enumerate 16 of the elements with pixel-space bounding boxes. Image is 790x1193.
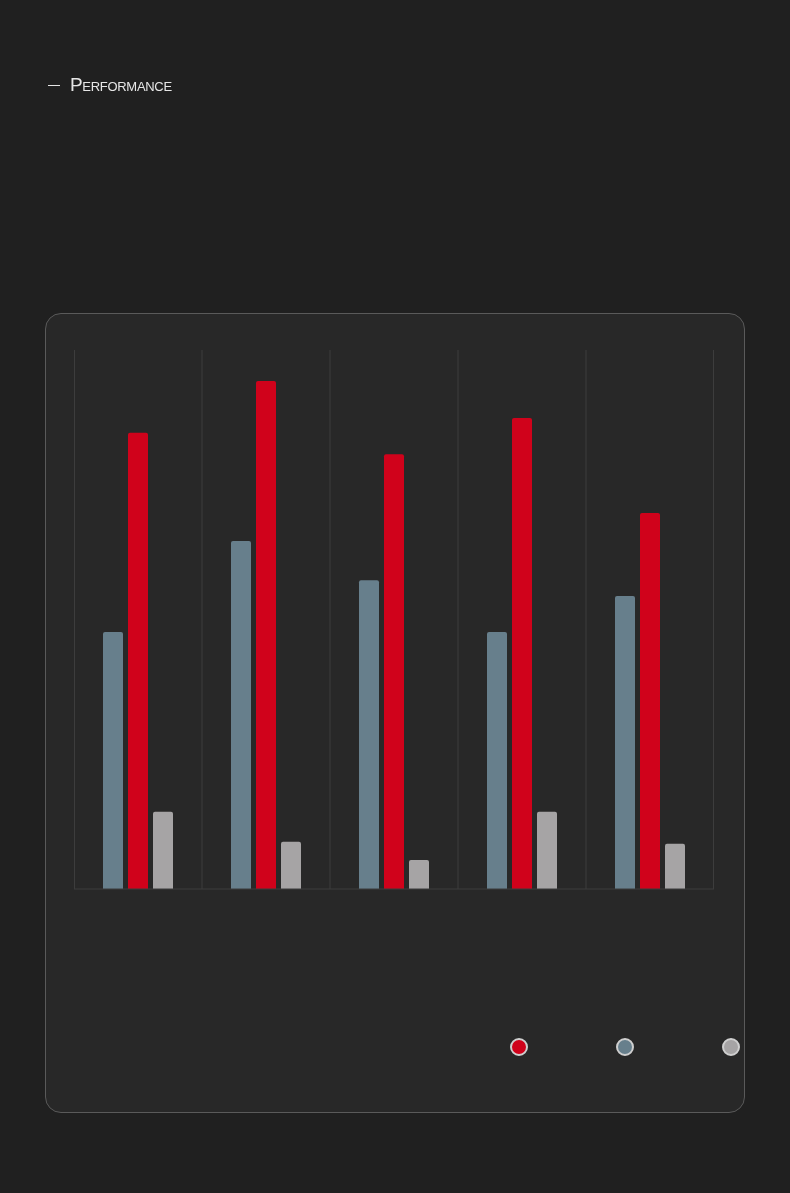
bar — [537, 811, 557, 889]
bar — [512, 418, 532, 889]
bar — [256, 380, 276, 889]
bar — [359, 580, 379, 889]
bar — [384, 454, 404, 889]
bar — [153, 811, 173, 889]
bar — [640, 513, 660, 889]
bar — [487, 631, 507, 889]
bar — [128, 432, 148, 889]
chart-title: Performance — [70, 74, 172, 96]
bar — [615, 595, 635, 889]
bar — [103, 631, 123, 889]
bar — [281, 841, 301, 889]
bar — [409, 860, 429, 889]
bar — [665, 843, 685, 889]
bar — [231, 541, 251, 889]
